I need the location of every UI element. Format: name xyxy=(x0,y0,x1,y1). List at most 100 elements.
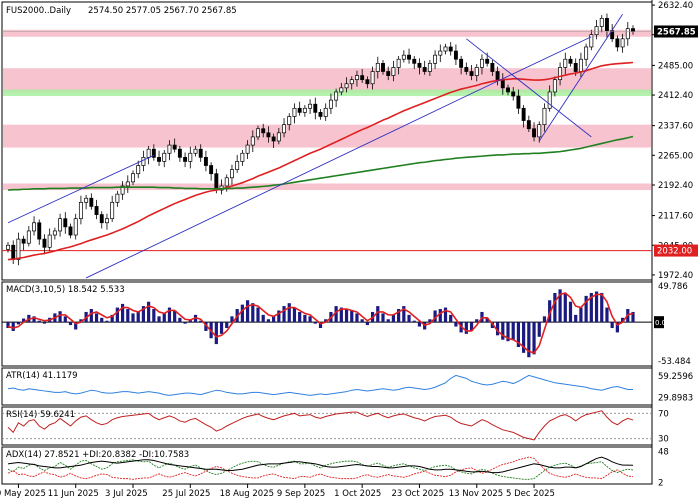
macd-bar-30 xyxy=(162,313,166,323)
x-tick-label-4: 18 Aug 2025 xyxy=(220,489,274,499)
candle-body-87 xyxy=(459,58,464,68)
macd-bar-78 xyxy=(412,320,416,323)
candle-body-109 xyxy=(573,62,578,72)
macd-bar-0 xyxy=(6,322,10,329)
macd-bar-77 xyxy=(407,314,411,323)
macd-bar-120 xyxy=(631,311,635,323)
candle-body-66 xyxy=(349,79,354,85)
macd-bar-110 xyxy=(579,307,583,323)
candle-body-19 xyxy=(105,218,109,224)
adx-tick-label-0: 48 xyxy=(658,448,669,458)
adx-title: ADX(14) 27.8521 +DI:20.8382 -DI:10.7583 xyxy=(6,450,189,460)
macd-tick-label-1: 0.00 xyxy=(655,319,671,327)
candle-body-76 xyxy=(401,54,406,60)
price-tick-label-5: 2265.00 xyxy=(658,151,693,161)
x-tick-label-1: 11 Jun 2025 xyxy=(48,489,99,499)
candle-body-100 xyxy=(526,120,531,130)
macd-bar-2 xyxy=(16,322,21,325)
rsi-tick-label-0: 70 xyxy=(658,409,669,419)
candle-body-14 xyxy=(78,201,83,220)
candle-body-81 xyxy=(427,62,432,72)
candle-body-82 xyxy=(433,54,438,64)
candle-body-21 xyxy=(115,193,120,203)
macd-bar-105 xyxy=(553,292,557,323)
macd-bar-116 xyxy=(610,322,614,329)
candle-body-68 xyxy=(360,75,365,81)
price-tick-label-2: 2485.00 xyxy=(658,61,693,71)
candle-body-118 xyxy=(620,38,625,48)
macd-bar-20 xyxy=(110,314,114,323)
macd-bar-68 xyxy=(360,319,364,323)
macd-bar-104 xyxy=(548,300,552,323)
macd-bar-56 xyxy=(298,311,302,323)
macd-bar-108 xyxy=(568,301,573,323)
zone-band-3 xyxy=(3,183,651,191)
macd-bar-101 xyxy=(532,322,536,355)
candle-body-91 xyxy=(480,58,484,68)
candle-body-103 xyxy=(542,107,547,125)
macd-bar-50 xyxy=(266,319,271,323)
candle-body-35 xyxy=(188,152,193,162)
macd-bar-13 xyxy=(74,322,78,330)
adx-plus-di-line xyxy=(7,459,634,480)
macd-bar-26 xyxy=(141,306,146,323)
macd-bar-48 xyxy=(256,307,260,323)
price-ohlc-label: 2574.50 2577.05 2567.70 2567.85 xyxy=(88,6,237,16)
macd-bar-32 xyxy=(173,310,177,323)
candle-body-43 xyxy=(230,169,234,179)
candle-body-2 xyxy=(16,238,21,260)
adx-minus-di-line xyxy=(7,456,634,480)
candle-body-24 xyxy=(131,173,135,183)
macd-bar-17 xyxy=(94,313,99,323)
macd-signal-line xyxy=(7,292,634,354)
candle-body-22 xyxy=(120,185,125,195)
candle-body-54 xyxy=(287,116,292,125)
candle-body-74 xyxy=(391,67,396,76)
macd-bar-22 xyxy=(120,303,125,323)
macd-bar-23 xyxy=(126,309,130,323)
macd-bar-54 xyxy=(287,303,291,323)
candle-body-4 xyxy=(26,230,31,244)
macd-bar-33 xyxy=(178,317,182,323)
macd-bar-11 xyxy=(63,316,67,323)
x-tick-label-6: 1 Oct 2025 xyxy=(334,489,381,499)
macd-bar-58 xyxy=(308,316,312,323)
candle-body-42 xyxy=(224,177,229,187)
candle-body-44 xyxy=(235,161,240,170)
candle-body-83 xyxy=(438,50,443,56)
macd-bar-73 xyxy=(386,319,390,323)
candle-body-93 xyxy=(490,62,495,72)
candle-body-30 xyxy=(162,152,167,162)
macd-tick-label-2: -53.484 xyxy=(658,357,691,367)
candle-body-0 xyxy=(6,244,10,250)
x-tick-label-0: 20 May 2025 xyxy=(0,489,46,499)
price-tick-label-4: 2337.60 xyxy=(658,122,693,132)
candle-body-15 xyxy=(84,197,89,203)
rsi-title: RSI(14) 59.6241 xyxy=(6,410,75,420)
rsi-line xyxy=(7,410,634,441)
last-price-label: 2567.85 xyxy=(657,27,696,37)
price-tick-label-3: 2412.40 xyxy=(658,91,693,101)
macd-bar-71 xyxy=(376,306,380,323)
candle-body-72 xyxy=(381,62,385,72)
macd-bar-40 xyxy=(214,322,218,345)
candle-body-62 xyxy=(328,99,333,109)
candle-body-3 xyxy=(21,238,26,244)
macd-bar-67 xyxy=(355,313,359,323)
candle-body-61 xyxy=(323,107,328,117)
macd-bar-88 xyxy=(464,322,468,334)
macd-tick-label-0: 49.786 xyxy=(658,282,688,292)
candle-body-12 xyxy=(68,226,73,236)
panel-frame-atr xyxy=(1,367,653,406)
panel-frame-rsi xyxy=(1,406,653,446)
candle-body-120 xyxy=(631,28,635,32)
macd-bar-92 xyxy=(485,317,489,323)
candle-body-5 xyxy=(32,222,36,232)
candle-body-18 xyxy=(99,214,104,224)
macd-bar-31 xyxy=(167,307,172,323)
macd-bar-83 xyxy=(438,309,442,323)
macd-bar-98 xyxy=(516,322,521,348)
candle-body-9 xyxy=(52,230,57,236)
candle-body-57 xyxy=(302,107,307,113)
adx-tick-label-1: 2 xyxy=(658,479,663,489)
